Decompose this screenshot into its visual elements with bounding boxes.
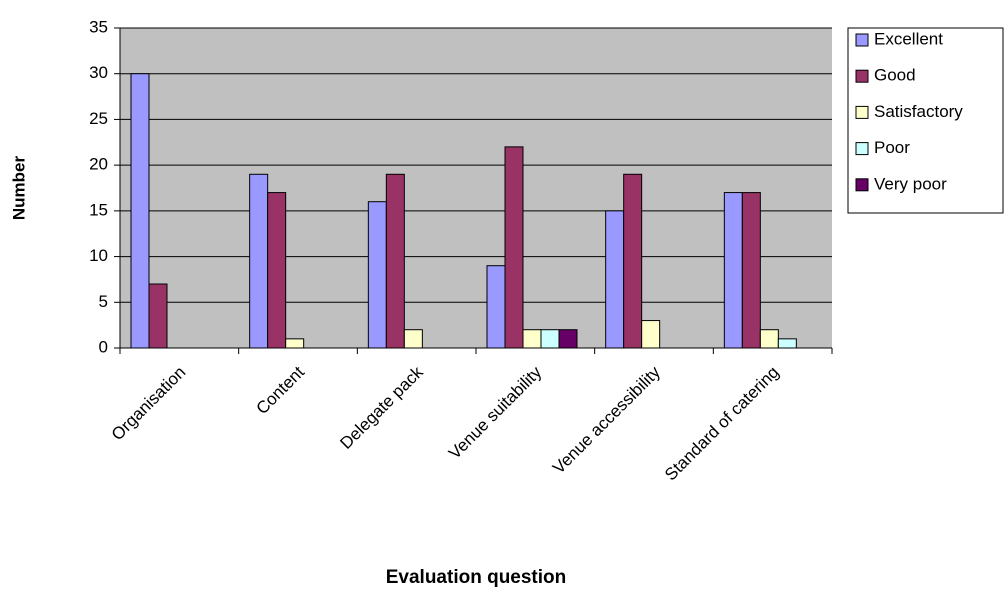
- bar: [504, 146, 524, 349]
- x-tick-label: Standard of catering: [661, 363, 783, 485]
- bar: [486, 265, 506, 349]
- plot-area: [120, 28, 832, 348]
- legend-swatch: [855, 33, 869, 47]
- y-tick-label: 20: [89, 155, 108, 174]
- x-tick-label: Delegate pack: [336, 362, 427, 453]
- bar: [249, 173, 269, 349]
- legend-label: Satisfactory: [874, 102, 963, 121]
- bar: [403, 329, 423, 349]
- legend-swatch: [855, 105, 869, 119]
- bar: [558, 329, 578, 349]
- y-tick-label: 5: [99, 292, 108, 311]
- legend: [847, 27, 1004, 214]
- bar: [759, 329, 779, 349]
- bar: [267, 192, 287, 349]
- bar: [385, 173, 405, 349]
- legend-label: Poor: [874, 138, 910, 157]
- bar: [741, 192, 761, 349]
- legend-label: Excellent: [874, 29, 943, 48]
- legend-swatch: [855, 178, 869, 192]
- x-tick-label: Venue suitability: [445, 362, 546, 463]
- x-tick-label: Content: [252, 362, 308, 418]
- bar: [723, 192, 743, 349]
- y-tick-label: 30: [89, 63, 108, 82]
- legend-label: Very poor: [874, 174, 947, 193]
- y-tick-label: 25: [89, 109, 108, 128]
- bar: [522, 329, 542, 349]
- bar: [367, 201, 387, 349]
- x-tick-label: Venue accessibility: [549, 362, 664, 477]
- y-axis-title: Number: [9, 156, 28, 221]
- bar: [540, 329, 560, 349]
- bar: [285, 338, 305, 349]
- bar: [641, 320, 661, 349]
- y-tick-label: 35: [89, 17, 108, 36]
- y-tick-label: 0: [99, 337, 108, 356]
- y-tick-label: 15: [89, 200, 108, 219]
- bar: [148, 283, 168, 349]
- bar: [623, 173, 643, 349]
- y-tick-label: 10: [89, 246, 108, 265]
- bar: [777, 338, 797, 349]
- x-tick-label: Organisation: [108, 363, 190, 445]
- legend-label: Good: [874, 66, 916, 85]
- x-axis-title: Evaluation question: [386, 567, 567, 588]
- legend-swatch: [855, 69, 869, 83]
- bar: [605, 210, 625, 349]
- legend-swatch: [855, 142, 869, 156]
- bar: [130, 73, 150, 349]
